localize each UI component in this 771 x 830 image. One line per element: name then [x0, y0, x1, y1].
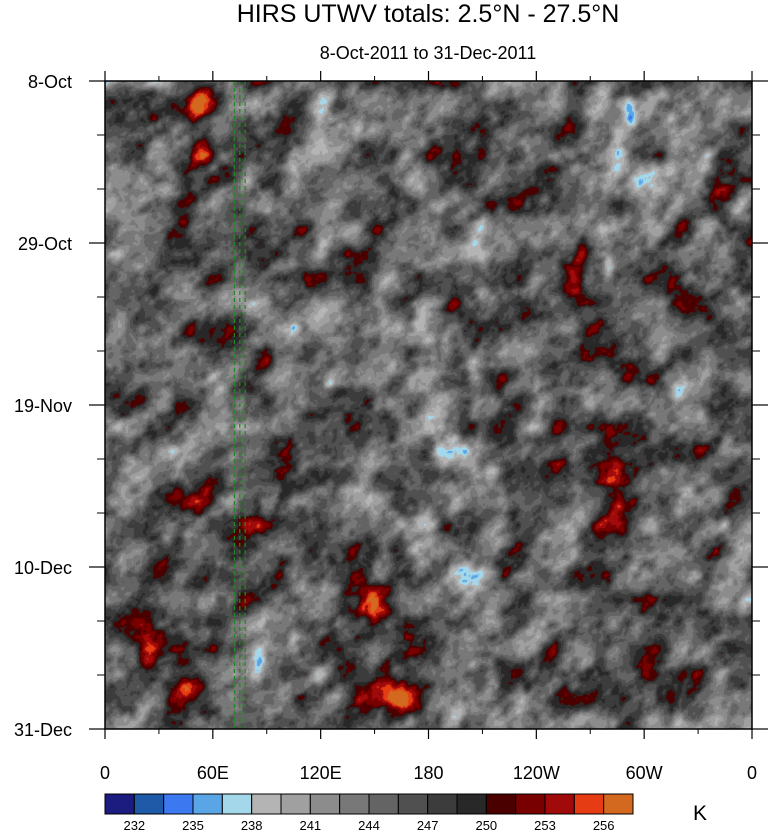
x-tick-label: 0 — [747, 763, 757, 783]
colorbar-swatch — [544, 793, 575, 815]
colorbar-swatch — [280, 793, 311, 815]
colorbar-swatch — [339, 793, 370, 815]
colorbar-swatch — [485, 793, 517, 815]
x-tick-label: 180 — [413, 763, 443, 783]
y-tick-label: 19-Nov — [14, 396, 72, 416]
colorbar-swatch — [221, 793, 253, 815]
x-tick-label: 120W — [513, 763, 560, 783]
y-tick-label: 8-Oct — [28, 72, 72, 92]
colorbar-tick-label: 241 — [299, 818, 321, 830]
colorbar-swatch — [573, 793, 605, 815]
colorbar-tick-label: 253 — [534, 818, 556, 830]
colorbar: 232 235 238 241 244 247 250 253 256 — [104, 793, 634, 830]
colorbar-tick-label: 238 — [241, 818, 263, 830]
colorbar-tick-label: 232 — [123, 818, 145, 830]
colorbar-swatch — [104, 793, 135, 815]
heatmap-field — [105, 81, 752, 729]
plot-area: 0 60E 120E 180 120W 60W 0 8-Oct 29-Oct 19-Nov 10-… — [14, 71, 768, 783]
colorbar-swatch — [251, 793, 282, 815]
chart-title: HIRS UTWV totals: 2.5°N - 27.5°N — [237, 0, 620, 28]
colorbar-tick-label: 247 — [417, 818, 439, 830]
colorbar-unit: K — [693, 802, 707, 825]
colorbar-tick-label: 235 — [182, 818, 204, 830]
colorbar-swatch — [515, 793, 546, 815]
colorbar-swatch — [603, 793, 634, 815]
colorbar-swatch — [427, 793, 458, 815]
colorbar-swatch — [133, 793, 165, 815]
colorbar-swatch — [368, 793, 399, 815]
colorbar-tick-label: 256 — [593, 818, 615, 830]
colorbar-tick-label: 244 — [358, 818, 380, 830]
x-tick-label: 120E — [300, 763, 342, 783]
y-axis: 8-Oct 29-Oct 19-Nov 10-Dec 31-Dec — [14, 72, 768, 740]
colorbar-swatch — [456, 793, 487, 815]
x-tick-label: 0 — [100, 763, 110, 783]
x-tick-label: 60W — [626, 763, 663, 783]
x-axis: 0 60E 120E 180 120W 60W 0 — [100, 71, 757, 783]
y-tick-label: 31-Dec — [14, 720, 72, 740]
reference-lines — [233, 81, 246, 729]
colorbar-swatch — [309, 793, 341, 815]
chart-subtitle: 8-Oct-2011 to 31-Dec-2011 — [320, 43, 536, 63]
x-tick-label: 60E — [197, 763, 229, 783]
colorbar-swatch — [397, 793, 429, 815]
colorbar-tick-label: 250 — [475, 818, 497, 830]
colorbar-swatch — [192, 793, 223, 815]
y-tick-label: 29-Oct — [18, 234, 72, 254]
y-tick-label: 10-Dec — [14, 558, 72, 578]
colorbar-swatch — [163, 793, 194, 815]
